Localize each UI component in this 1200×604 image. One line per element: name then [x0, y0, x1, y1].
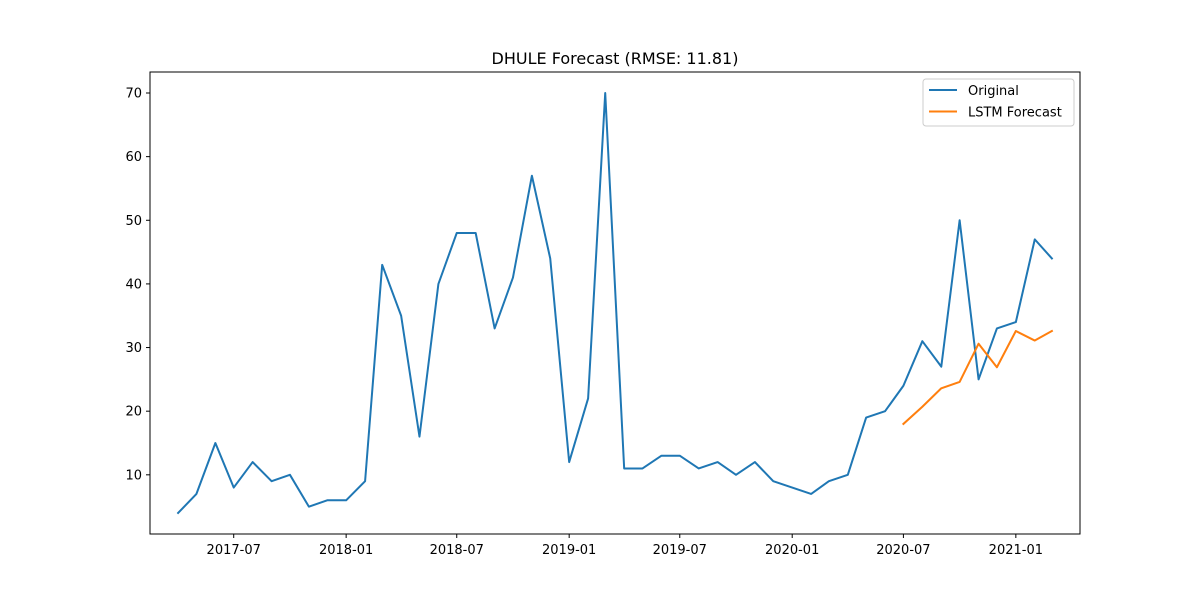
y-tick-label: 70: [125, 87, 142, 102]
legend-label-1: LSTM Forecast: [968, 106, 1062, 121]
plot-frame: [149, 71, 1081, 535]
x-tick-label: 2019-07: [653, 543, 707, 558]
y-tick-label: 20: [125, 405, 142, 420]
series-line-0: [176, 92, 1054, 515]
y-tick-label: 60: [125, 150, 142, 165]
x-tick-label: 2017-07: [207, 543, 261, 558]
y-tick-label: 10: [125, 468, 142, 483]
x-tick-label: 2020-01: [765, 543, 819, 558]
legend-label-0: Original: [968, 84, 1019, 99]
chart-title: DHULE Forecast (RMSE: 11.81): [492, 49, 739, 68]
y-tick-label: 40: [125, 277, 142, 292]
x-tick-label: 2021-01: [989, 543, 1043, 558]
y-tick-label: 30: [125, 341, 142, 356]
legend: Original LSTM Forecast: [922, 78, 1075, 127]
x-axis: 2017-07 2018-01 2018-07 2019-01 2019-07 2020-…: [207, 534, 1043, 558]
y-axis: 10 20 30 40 50 60 70: [125, 87, 150, 483]
series-layer: [176, 92, 1054, 515]
x-tick-label: 2018-07: [430, 543, 484, 558]
y-tick-label: 50: [125, 214, 142, 229]
x-tick-label: 2020-07: [876, 543, 930, 558]
x-tick-label: 2019-01: [542, 543, 596, 558]
x-tick-label: 2018-01: [319, 543, 373, 558]
series-line-1: [901, 329, 1054, 426]
legend-box: [922, 78, 1075, 127]
